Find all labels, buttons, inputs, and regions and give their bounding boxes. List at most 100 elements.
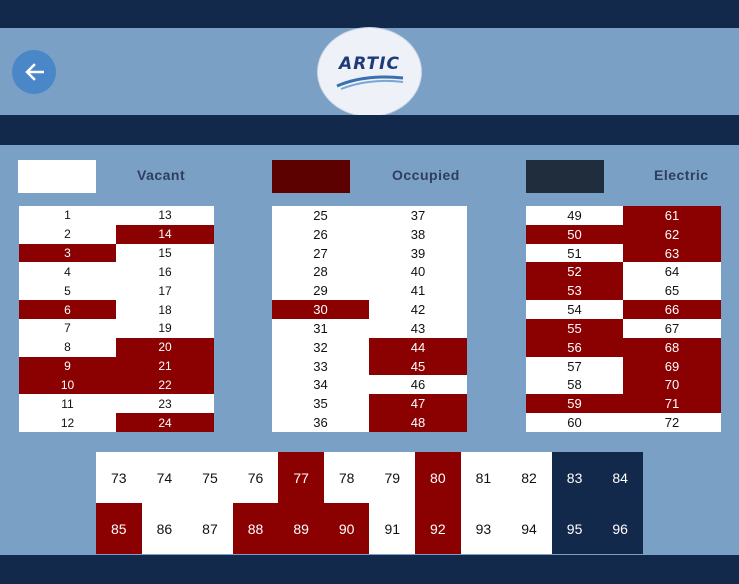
slot-45[interactable]: 45	[369, 356, 467, 376]
slot-77[interactable]: 77	[278, 452, 324, 503]
slot-61[interactable]: 61	[623, 206, 721, 225]
slot-87[interactable]: 87	[187, 503, 233, 554]
slot-68[interactable]: 68	[623, 337, 721, 357]
slot-26[interactable]: 26	[272, 224, 369, 244]
slot-88[interactable]: 88	[232, 503, 279, 554]
slot-20[interactable]: 20	[116, 337, 214, 357]
slot-96[interactable]: 96	[597, 503, 643, 554]
slot-78[interactable]: 78	[323, 452, 370, 503]
slot-75[interactable]: 75	[187, 452, 233, 503]
slot-30[interactable]: 30	[272, 300, 369, 319]
slot-38[interactable]: 38	[369, 224, 467, 244]
slot-32[interactable]: 32	[272, 337, 369, 357]
slot-54[interactable]: 54	[526, 300, 623, 319]
slot-52[interactable]: 52	[526, 262, 623, 282]
slot-66[interactable]: 66	[623, 300, 721, 319]
slot-14[interactable]: 14	[116, 224, 214, 244]
slot-17[interactable]: 17	[116, 281, 214, 301]
slot-36[interactable]: 36	[272, 413, 369, 432]
slot-84[interactable]: 84	[597, 452, 643, 503]
slot-41[interactable]: 41	[369, 281, 467, 301]
slot-15[interactable]: 15	[116, 243, 214, 263]
slot-93[interactable]: 93	[460, 503, 507, 554]
logo-text: ARTIC	[339, 54, 400, 74]
slot-70[interactable]: 70	[623, 375, 721, 395]
slot-83[interactable]: 83	[551, 452, 598, 503]
slot-94[interactable]: 94	[506, 503, 552, 554]
slot-76[interactable]: 76	[232, 452, 279, 503]
slot-42[interactable]: 42	[369, 300, 467, 319]
slot-2[interactable]: 2	[19, 224, 116, 244]
slot-31[interactable]: 31	[272, 318, 369, 338]
slot-79[interactable]: 79	[369, 452, 416, 503]
slot-35[interactable]: 35	[272, 394, 369, 414]
slot-25[interactable]: 25	[272, 206, 369, 225]
slot-grid-73-96: 73 74 75 76 77 78 79 80 81 82 83 84 85 86 87 88 89 90 91 92…	[96, 452, 643, 554]
slot-58[interactable]: 58	[526, 375, 623, 395]
legend-label-occupied: Occupied	[392, 167, 460, 183]
slot-21[interactable]: 21	[116, 356, 214, 376]
slot-4[interactable]: 4	[19, 262, 116, 282]
slot-24[interactable]: 24	[116, 413, 214, 432]
slot-34[interactable]: 34	[272, 375, 369, 395]
slot-50[interactable]: 50	[526, 224, 623, 244]
slot-85[interactable]: 85	[96, 503, 142, 554]
slot-86[interactable]: 86	[141, 503, 188, 554]
slot-1[interactable]: 1	[19, 206, 116, 225]
slot-95[interactable]: 95	[551, 503, 598, 554]
slot-55[interactable]: 55	[526, 318, 623, 338]
slot-18[interactable]: 18	[116, 300, 214, 319]
slot-22[interactable]: 22	[116, 375, 214, 395]
slot-9[interactable]: 9	[19, 356, 116, 376]
slot-7[interactable]: 7	[19, 318, 116, 338]
slot-8[interactable]: 8	[19, 337, 116, 357]
slot-37[interactable]: 37	[369, 206, 467, 225]
slot-47[interactable]: 47	[369, 394, 467, 414]
slot-60[interactable]: 60	[526, 413, 623, 432]
slot-43[interactable]: 43	[369, 318, 467, 338]
slot-11[interactable]: 11	[19, 394, 116, 414]
slot-80[interactable]: 80	[415, 452, 461, 503]
slot-64[interactable]: 64	[623, 262, 721, 282]
slot-74[interactable]: 74	[141, 452, 188, 503]
slot-27[interactable]: 27	[272, 243, 369, 263]
slot-3[interactable]: 3	[19, 243, 116, 263]
back-button[interactable]	[12, 50, 56, 94]
slot-65[interactable]: 65	[623, 281, 721, 301]
slot-33[interactable]: 33	[272, 356, 369, 376]
slot-5[interactable]: 5	[19, 281, 116, 301]
slot-51[interactable]: 51	[526, 243, 623, 263]
slot-44[interactable]: 44	[369, 337, 467, 357]
slot-71[interactable]: 71	[623, 394, 721, 414]
slot-40[interactable]: 40	[369, 262, 467, 282]
slot-67[interactable]: 67	[623, 318, 721, 338]
slot-49[interactable]: 49	[526, 206, 623, 225]
slot-56[interactable]: 56	[526, 337, 623, 357]
slot-59[interactable]: 59	[526, 394, 623, 414]
slot-19[interactable]: 19	[116, 318, 214, 338]
slot-23[interactable]: 23	[116, 394, 214, 414]
slot-92[interactable]: 92	[415, 503, 461, 554]
slot-69[interactable]: 69	[623, 356, 721, 376]
slot-48[interactable]: 48	[369, 413, 467, 432]
slot-89[interactable]: 89	[278, 503, 324, 554]
slot-39[interactable]: 39	[369, 243, 467, 263]
slot-73[interactable]: 73	[96, 452, 142, 503]
slot-6[interactable]: 6	[19, 300, 116, 319]
slot-62[interactable]: 62	[623, 224, 721, 244]
slot-53[interactable]: 53	[526, 281, 623, 301]
slot-16[interactable]: 16	[116, 262, 214, 282]
slot-91[interactable]: 91	[369, 503, 416, 554]
slot-82[interactable]: 82	[506, 452, 552, 503]
slot-46[interactable]: 46	[369, 375, 467, 395]
slot-63[interactable]: 63	[623, 243, 721, 263]
slot-13[interactable]: 13	[116, 206, 214, 225]
slot-90[interactable]: 90	[323, 503, 370, 554]
slot-29[interactable]: 29	[272, 281, 369, 301]
slot-28[interactable]: 28	[272, 262, 369, 282]
slot-57[interactable]: 57	[526, 356, 623, 376]
slot-12[interactable]: 12	[19, 413, 116, 432]
slot-81[interactable]: 81	[460, 452, 507, 503]
slot-72[interactable]: 72	[623, 413, 721, 432]
slot-10[interactable]: 10	[19, 375, 116, 395]
